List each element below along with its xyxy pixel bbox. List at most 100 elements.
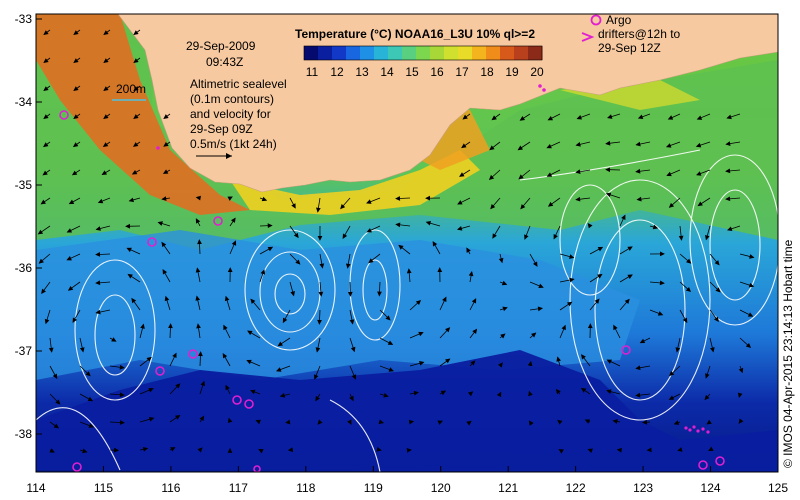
leeuwin-current [36, 14, 250, 215]
velocity-arrowhead [342, 233, 348, 239]
colorbar-tick-label: 12 [330, 65, 344, 79]
velocity-arrowhead [88, 423, 94, 428]
colorbar-swatch [304, 46, 319, 60]
colorbar-tick-label: 19 [505, 65, 519, 79]
velocity-scale-arrowhead [226, 153, 232, 159]
velocity-arrowhead [437, 420, 443, 425]
colorbar-swatch [318, 46, 333, 60]
velocity-arrowhead [227, 417, 233, 423]
velocity-arrowhead [163, 114, 169, 119]
x-tick-label: 116 [161, 481, 180, 495]
velocity-arrowhead [37, 229, 44, 235]
velocity-arrowhead [686, 258, 692, 264]
velocity-arrowhead [52, 373, 58, 380]
argo-marker [698, 460, 708, 470]
velocity-arrowhead [492, 233, 497, 239]
velocity-arrowhead [425, 195, 431, 201]
velocity-arrowhead [126, 247, 132, 253]
velocity-arrowhead [419, 361, 425, 366]
velocity-arrowhead [195, 218, 201, 224]
velocity-arrows [37, 29, 755, 454]
velocity-arrowhead [635, 392, 641, 398]
velocity-arrowhead [103, 58, 109, 64]
velocity-arrowhead [161, 241, 167, 248]
velocity-arrowhead [349, 319, 355, 325]
velocity-arrowhead [287, 447, 293, 453]
x-tick-label: 119 [364, 481, 383, 495]
velocity-arrowhead [519, 116, 526, 121]
velocity-arrowhead [696, 115, 703, 120]
velocity-arrowhead [38, 258, 44, 264]
velocity-arrowhead [714, 316, 719, 322]
argo-marker [72, 462, 82, 472]
argo-legend-3: 29-Sep 12Z [598, 41, 661, 55]
velocity-arrowhead [128, 197, 134, 203]
velocity-arrowhead [556, 356, 561, 362]
velocity-arrowhead [170, 447, 176, 452]
velocity-arrowhead [111, 337, 117, 342]
velocity-arrowhead [668, 202, 675, 208]
velocity-arrowhead [738, 418, 744, 424]
velocity-arrowhead [580, 387, 587, 393]
x-tick-label: 125 [768, 481, 788, 495]
velocity-arrowhead [685, 286, 692, 293]
velocity-arrowhead [415, 299, 422, 306]
velocity-arrowhead [230, 217, 236, 223]
velocity-arrowhead [652, 224, 659, 230]
velocity-arrowhead [87, 396, 94, 402]
velocity-arrowhead [67, 285, 74, 291]
velocity-arrowhead [43, 86, 49, 92]
velocity-arrowhead [437, 267, 443, 273]
velocity-arrowhead [605, 192, 612, 198]
velocity-arrowhead [491, 115, 497, 121]
velocity-arrowhead [501, 280, 508, 286]
velocity-arrowhead [616, 447, 622, 453]
colorbar-swatch [430, 46, 445, 60]
velocity-arrowhead [635, 141, 641, 147]
velocity-arrowhead [445, 358, 451, 364]
velocity-arrowhead [710, 347, 715, 353]
colorbar-swatch [486, 46, 501, 60]
velocity-arrowhead [528, 420, 534, 426]
velocity-arrowhead [55, 399, 61, 405]
velocity-arrowhead [231, 240, 237, 246]
velocity-arrowhead [555, 388, 561, 395]
velocity-arrowhead [43, 58, 49, 64]
velocity-arrowhead [72, 317, 78, 323]
colorbar-frame [303, 45, 543, 61]
velocity-arrowhead [250, 298, 256, 304]
velocity-arrowhead [745, 342, 752, 349]
velocity-arrowhead [569, 277, 575, 283]
velocity-arrowhead [462, 114, 468, 120]
velocity-arrowhead [366, 199, 372, 204]
land-australia [117, 14, 778, 193]
velocity-arrowhead [587, 323, 593, 329]
velocity-arrowhead [316, 207, 321, 213]
velocity-arrowhead [627, 246, 633, 251]
colorbar-swatch [346, 46, 361, 60]
velocity-arrowhead [532, 261, 538, 267]
velocity-arrowhead [697, 201, 703, 207]
velocity-arrowhead [168, 323, 173, 329]
velocity-arrowhead [461, 143, 467, 149]
velocity-arrowhead [162, 269, 168, 275]
velocity-arrowhead [368, 258, 374, 264]
colorbar-swatch [402, 46, 417, 60]
argo-marker [188, 349, 198, 359]
velocity-arrowhead [315, 347, 321, 353]
plot-frame [35, 13, 779, 473]
velocity-arrowhead [140, 323, 145, 329]
velocity-arrowhead [157, 221, 163, 226]
velocity-arrowhead [566, 301, 573, 307]
velocity-arrowhead [569, 254, 575, 259]
x-tick-label: 115 [94, 481, 113, 495]
colorbar-tick-label: 18 [480, 65, 494, 79]
velocity-arrowhead [314, 374, 319, 380]
velocity-arrowhead [195, 295, 201, 301]
velocity-arrowhead [349, 395, 354, 402]
velocity-arrowhead [97, 198, 104, 204]
velocity-arrowhead [668, 395, 675, 400]
velocity-arrowhead [547, 115, 553, 121]
velocity-arrowhead [148, 416, 155, 422]
